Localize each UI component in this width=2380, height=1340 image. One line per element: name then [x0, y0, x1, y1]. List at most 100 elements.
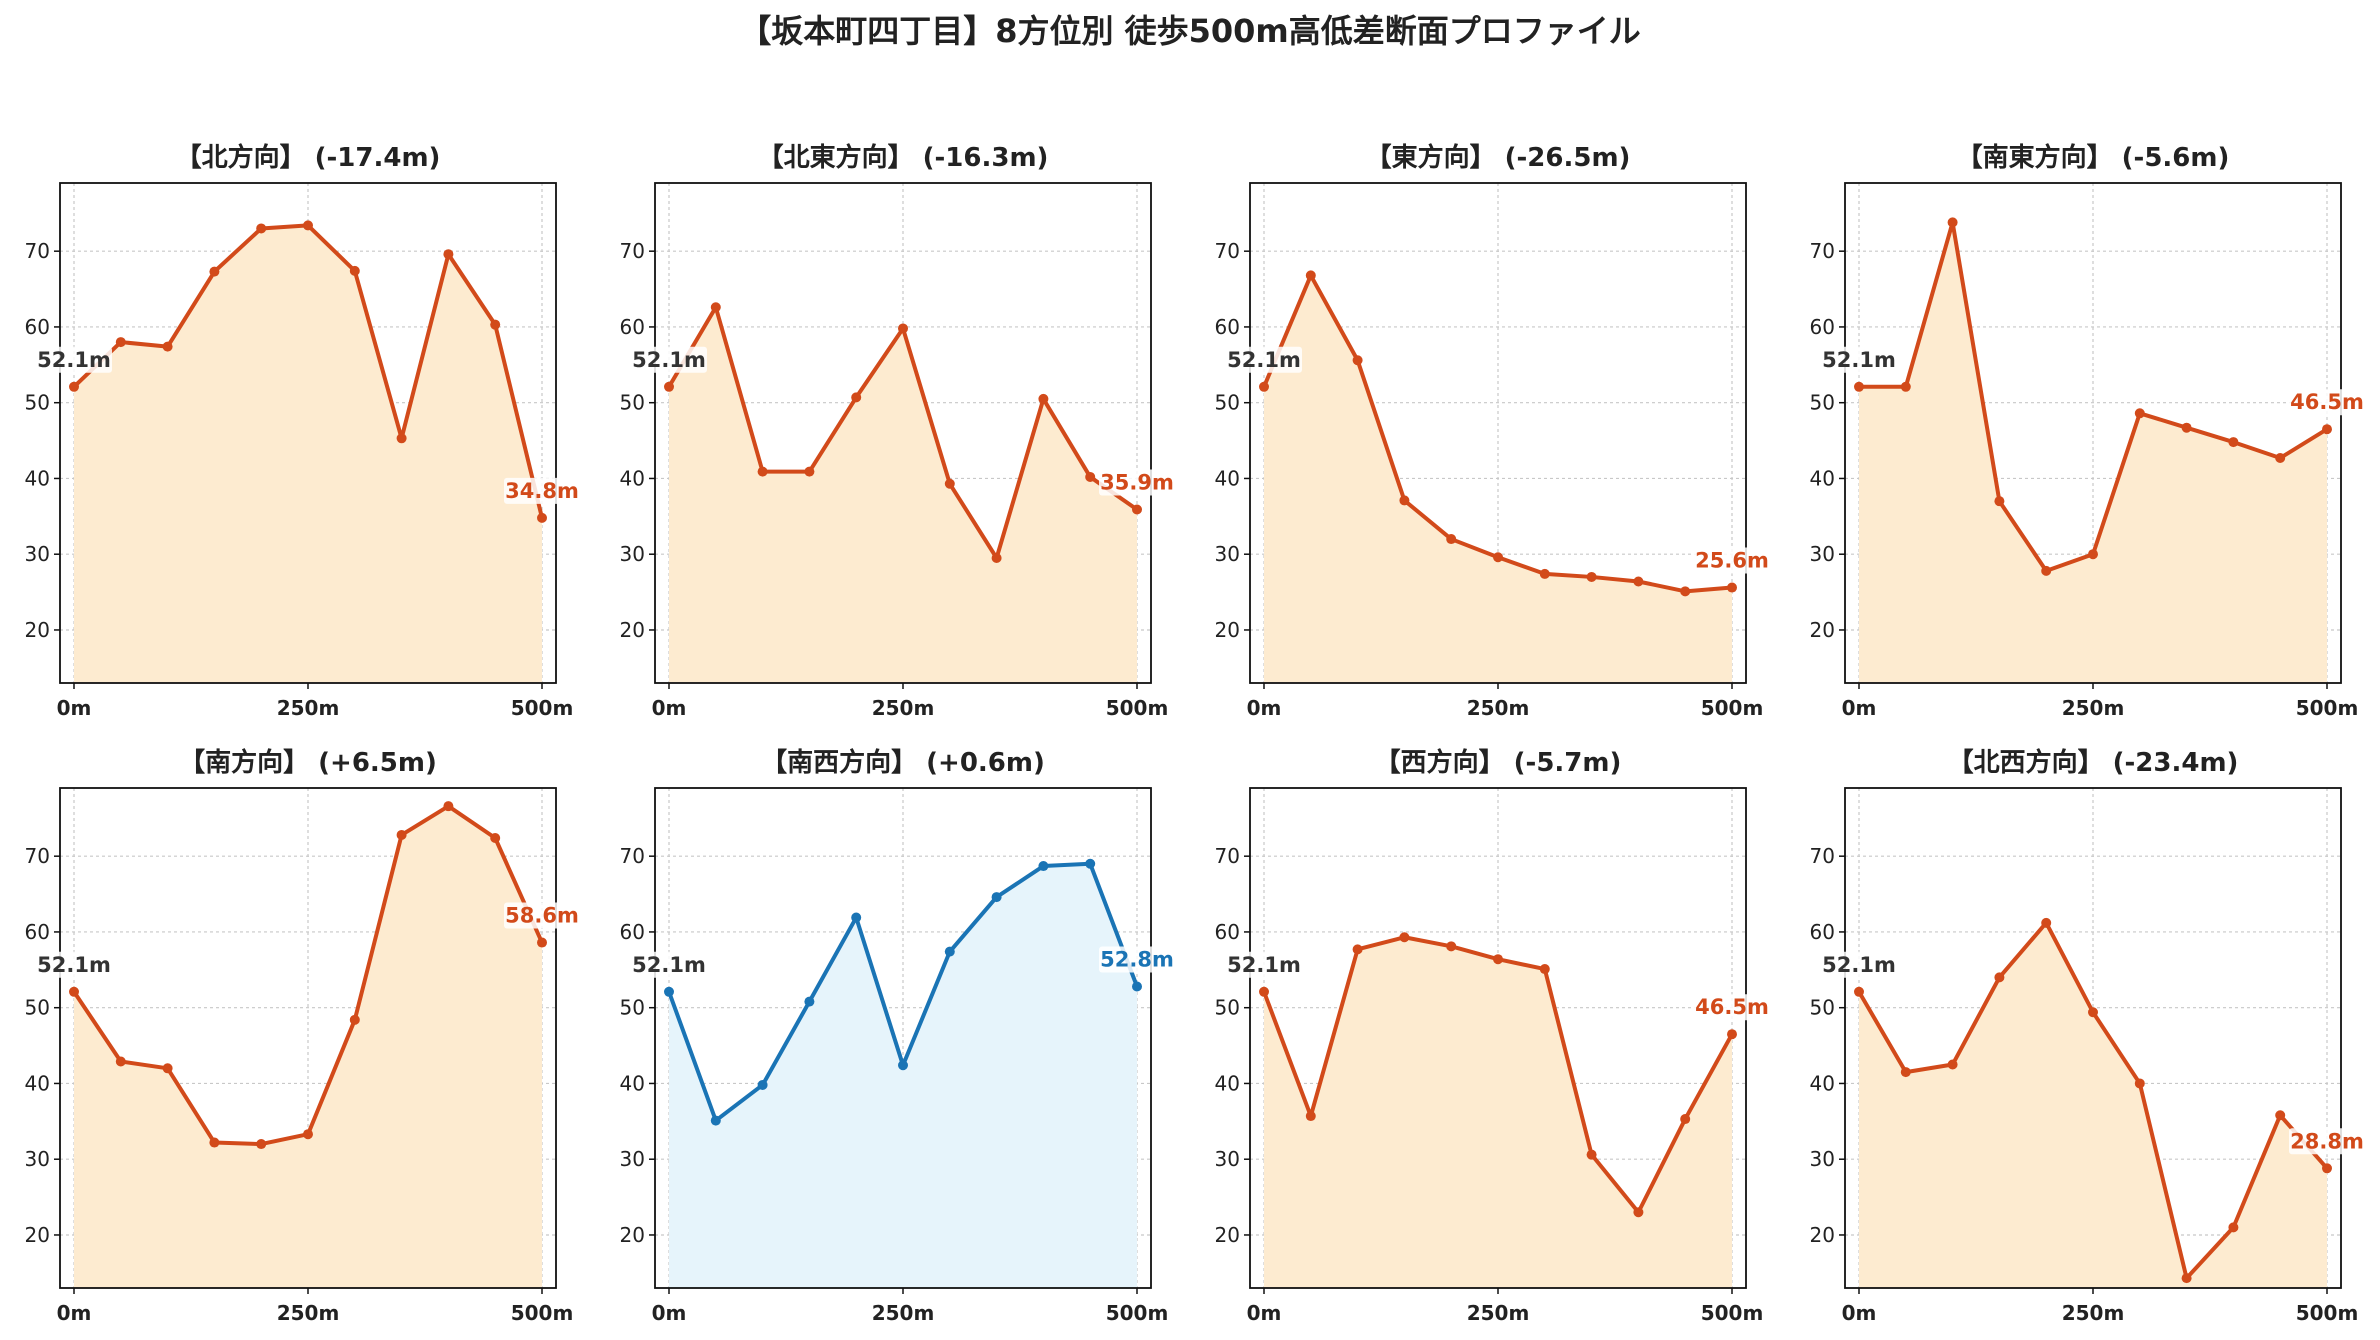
- data-point: [1352, 944, 1363, 955]
- y-tick-label: 40: [620, 1071, 645, 1095]
- data-point: [1539, 964, 1550, 975]
- data-point: [256, 1139, 267, 1150]
- data-point: [1680, 1114, 1691, 1125]
- data-point: [898, 323, 908, 334]
- data-point: [664, 986, 674, 997]
- data-point: [1493, 954, 1503, 965]
- data-point: [1947, 1059, 1958, 1070]
- data-point: [115, 337, 126, 348]
- x-tick-label: 250m: [872, 696, 935, 720]
- subplot-title: 【南西方向】 (+0.6m): [761, 747, 1045, 778]
- data-point: [991, 892, 1002, 903]
- data-point: [209, 266, 220, 277]
- y-tick-label: 70: [1810, 844, 1835, 868]
- y-tick-label: 30: [25, 1147, 50, 1171]
- end-elevation-label: 25.6m: [1695, 549, 1769, 573]
- subplot-title: 【東方向】 (-26.5m): [1366, 142, 1631, 173]
- data-point: [1900, 1067, 1911, 1078]
- x-tick-label: 500m: [511, 696, 574, 720]
- data-point: [2088, 1007, 2098, 1018]
- x-tick-label: 250m: [277, 1301, 340, 1325]
- elevation-area: [669, 863, 1137, 1288]
- y-tick-label: 20: [1810, 1223, 1835, 1247]
- data-point: [2275, 453, 2286, 463]
- y-tick-label: 20: [1215, 1223, 1240, 1247]
- y-tick-label: 50: [25, 391, 50, 415]
- data-point: [1446, 941, 1457, 952]
- data-point: [1586, 571, 1597, 582]
- subplot-5: 【南方向】 (+6.5m) 20 30 40 50 60 70 0m 250m 500m 52.1m…: [25, 747, 580, 1325]
- y-tick-label: 60: [1215, 315, 1240, 339]
- data-point: [2275, 1110, 2286, 1121]
- data-point: [256, 223, 267, 234]
- data-point: [804, 996, 815, 1007]
- x-tick-label: 0m: [1247, 696, 1282, 720]
- data-point: [1539, 568, 1550, 579]
- y-tick-label: 20: [620, 618, 645, 642]
- data-point: [2228, 437, 2239, 448]
- data-point: [303, 220, 313, 231]
- subplot-title: 【南東方向】 (-5.6m): [1957, 142, 2230, 173]
- data-point: [537, 512, 547, 523]
- start-elevation-label: 52.1m: [1822, 953, 1896, 977]
- end-elevation-label: 28.8m: [2290, 1129, 2364, 1153]
- data-point: [804, 466, 815, 477]
- start-label-bg: [1226, 951, 1302, 978]
- y-tick-label: 60: [620, 920, 645, 944]
- subplot-4: 【南東方向】 (-5.6m) 20 30 40 50 60 70 0m 250m 500m 52.1…: [1810, 142, 2365, 720]
- subplot-title: 【南方向】 (+6.5m): [179, 747, 437, 778]
- data-point: [851, 392, 862, 403]
- y-tick-label: 20: [620, 1223, 645, 1247]
- start-label-bg: [1821, 951, 1897, 978]
- elevation-area: [669, 307, 1137, 683]
- y-tick-label: 70: [1810, 239, 1835, 263]
- data-point: [710, 1115, 721, 1126]
- end-label-bg: [2289, 389, 2365, 416]
- data-point: [944, 478, 955, 489]
- elevation-area: [1859, 922, 2327, 1288]
- data-point: [349, 1014, 360, 1025]
- data-point: [1352, 355, 1363, 366]
- data-point: [757, 466, 768, 477]
- y-tick-label: 50: [1810, 996, 1835, 1020]
- start-elevation-label: 52.1m: [1227, 953, 1301, 977]
- y-tick-label: 30: [1810, 542, 1835, 566]
- y-tick-label: 50: [1810, 391, 1835, 415]
- y-tick-label: 70: [25, 239, 50, 263]
- y-tick-label: 40: [1810, 1071, 1835, 1095]
- data-point: [1633, 1207, 1644, 1218]
- data-point: [1132, 981, 1142, 992]
- x-tick-label: 500m: [1106, 1301, 1169, 1325]
- data-point: [2088, 549, 2098, 560]
- data-point: [349, 265, 360, 276]
- start-label-bg: [36, 951, 112, 978]
- start-elevation-label: 52.1m: [1227, 348, 1301, 372]
- data-point: [1132, 504, 1142, 515]
- data-point: [490, 319, 501, 330]
- data-point: [710, 302, 721, 313]
- x-tick-label: 0m: [652, 1301, 687, 1325]
- y-tick-label: 60: [1215, 920, 1240, 944]
- data-point: [2134, 408, 2145, 419]
- x-tick-label: 500m: [511, 1301, 574, 1325]
- start-elevation-label: 52.1m: [1822, 348, 1896, 372]
- data-point: [1994, 496, 2005, 507]
- data-point: [2181, 422, 2192, 433]
- data-point: [303, 1129, 313, 1140]
- y-tick-label: 20: [25, 1223, 50, 1247]
- x-tick-label: 500m: [2296, 1301, 2359, 1325]
- subplot-3: 【東方向】 (-26.5m) 20 30 40 50 60 70 0m 250m 500m 52.1…: [1215, 142, 1770, 720]
- end-label-bg: [1099, 946, 1175, 973]
- y-tick-label: 40: [25, 466, 50, 490]
- data-point: [2228, 1222, 2239, 1233]
- subplot-6: 【南西方向】 (+0.6m) 20 30 40 50 60 70 0m 250m 500m 52.1…: [620, 747, 1175, 1325]
- y-tick-label: 70: [1215, 239, 1240, 263]
- x-tick-label: 250m: [1467, 696, 1530, 720]
- y-tick-label: 20: [1810, 618, 1835, 642]
- data-point: [757, 1079, 768, 1090]
- end-label-bg: [1694, 994, 1770, 1021]
- data-point: [2134, 1078, 2145, 1089]
- y-tick-label: 40: [1215, 466, 1240, 490]
